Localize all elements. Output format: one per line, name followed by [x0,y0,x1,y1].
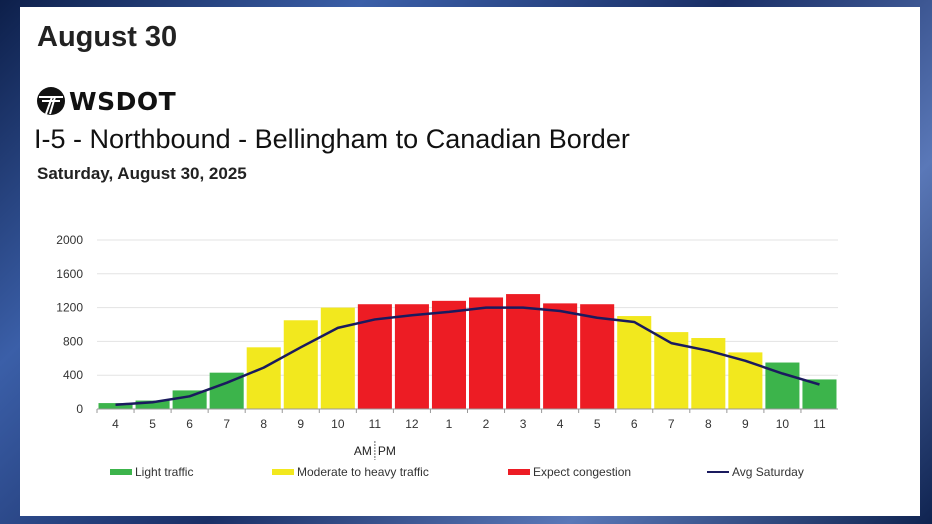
x-tick-label: 12 [405,417,419,431]
bar [135,400,170,409]
legend-label: Light traffic [135,465,194,479]
bar [394,304,429,409]
x-tick-label: 9 [742,417,749,431]
wsdot-emblem-icon [37,87,65,115]
x-tick-label: 7 [668,417,675,431]
x-tick-label: 11 [813,417,826,431]
chart-subtitle: Saturday, August 30, 2025 [37,164,247,183]
wsdot-logo: WSDOT [36,86,176,116]
x-tick-label: 9 [297,417,304,431]
legend-avg: Avg Saturday [707,465,804,479]
x-tick-label: 4 [112,417,119,431]
legend-line-avg [707,471,729,473]
card: August 30 [20,7,920,516]
bar [172,390,207,409]
bar [469,297,504,409]
x-tick-label: 6 [631,417,638,431]
x-tick-label: 3 [520,417,527,431]
legend-swatch-light [110,469,132,475]
x-tick-label: 5 [594,417,601,431]
bar [580,304,615,409]
avg-saturday-line [115,306,820,407]
x-tick-label: 1 [446,417,453,431]
bar [431,300,466,409]
x-tick-label: 7 [223,417,230,431]
bar [246,347,281,409]
bar [617,316,652,409]
x-tick-label: 4 [557,417,564,431]
pm-label: PM [378,444,396,458]
x-tick-label: 5 [149,417,156,431]
logo-text: WSDOT [69,86,177,116]
legend-congestion: Expect congestion [508,465,631,479]
y-tick-label: 0 [76,402,83,416]
bar [320,307,355,409]
x-tick-label: 8 [260,417,267,431]
am-label: AM [354,444,372,458]
x-tick-label: 11 [369,417,382,431]
legend-label: Moderate to heavy traffic [297,465,429,479]
y-tick-label: 400 [63,368,83,382]
chart-title: I-5 - Northbound - Bellingham to Canadia… [34,124,630,154]
y-tick-label: 1200 [56,301,83,315]
bar [506,294,541,409]
y-tick-label: 1600 [56,267,83,281]
x-tick-label: 8 [705,417,712,431]
bar [283,320,318,409]
bar [543,303,578,409]
y-tick-label: 2000 [56,233,83,247]
legend-swatch-moderate [272,469,294,475]
legend-label: Expect congestion [533,465,632,479]
x-tick-label: 6 [186,417,193,431]
headline: August 30 [37,21,178,53]
legend-swatch-congestion [508,469,530,475]
bar [98,403,133,409]
x-tick-label: 10 [776,417,790,431]
x-tick-label: 10 [331,417,345,431]
y-tick-label: 800 [63,334,83,348]
legend-moderate: Moderate to heavy traffic [272,465,429,479]
legend-light: Light traffic [110,465,193,479]
legend-label: Avg Saturday [732,465,804,479]
x-tick-label: 2 [483,417,490,431]
